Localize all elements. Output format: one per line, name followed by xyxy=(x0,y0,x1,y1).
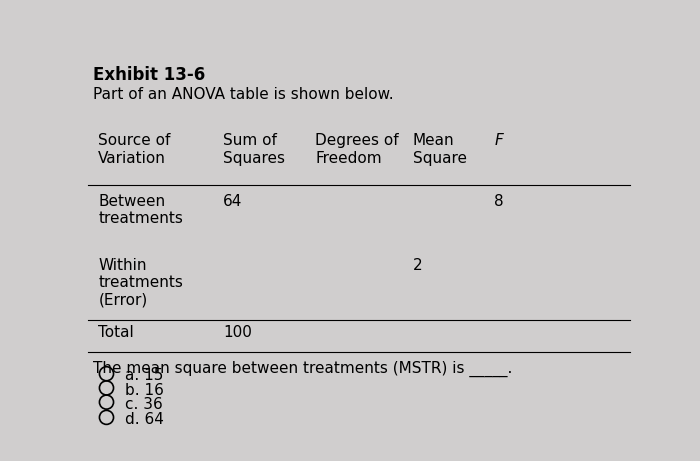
Text: Sum of
Squares: Sum of Squares xyxy=(223,133,285,166)
Text: Total: Total xyxy=(98,325,134,340)
Text: Mean
Square: Mean Square xyxy=(413,133,467,166)
Text: 64: 64 xyxy=(223,194,242,209)
Text: c. 36: c. 36 xyxy=(125,397,163,412)
Text: a. 15: a. 15 xyxy=(125,368,164,384)
Text: F: F xyxy=(494,133,503,148)
Text: d. 64: d. 64 xyxy=(125,412,164,427)
Text: The mean square between treatments (MSTR) is _____.: The mean square between treatments (MSTR… xyxy=(93,361,512,377)
Text: Within
treatments
(Error): Within treatments (Error) xyxy=(98,258,183,307)
Text: Degrees of
Freedom: Degrees of Freedom xyxy=(315,133,399,166)
Text: 100: 100 xyxy=(223,325,252,340)
Text: 2: 2 xyxy=(413,258,423,272)
Text: b. 16: b. 16 xyxy=(125,383,164,397)
Text: Exhibit 13-6: Exhibit 13-6 xyxy=(93,66,205,84)
Text: Part of an ANOVA table is shown below.: Part of an ANOVA table is shown below. xyxy=(93,87,393,102)
Text: Source of
Variation: Source of Variation xyxy=(98,133,171,166)
Text: 8: 8 xyxy=(494,194,504,209)
Text: Between
treatments: Between treatments xyxy=(98,194,183,226)
